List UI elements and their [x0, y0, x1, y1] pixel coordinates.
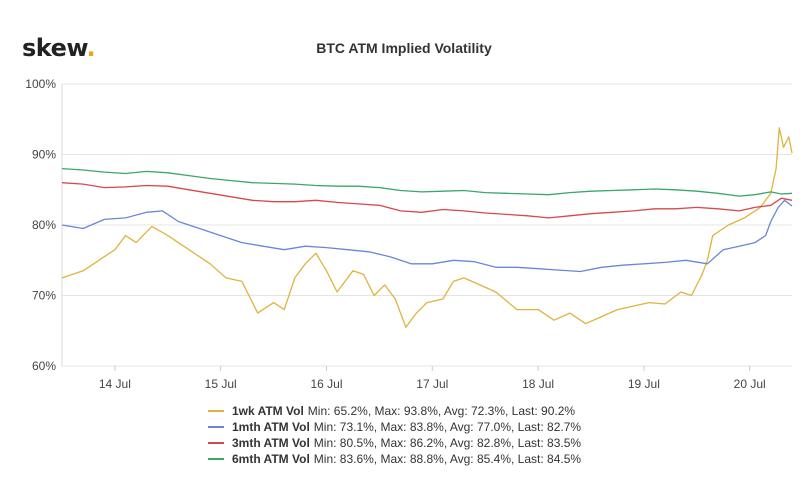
y-tick-label: 70% [32, 289, 56, 303]
skew-logo: skew. [22, 34, 96, 62]
grid [61, 83, 792, 367]
legend-series-name: 1mth ATM Vol [232, 420, 310, 434]
x-tick-label: 14 Jul [99, 377, 131, 391]
y-tick-label: 90% [32, 148, 56, 162]
x-tick-label: 18 Jul [522, 377, 554, 391]
legend-series-stats: Min: 73.1%, Max: 83.8%, Avg: 77.0%, Last… [313, 420, 582, 434]
x-tick-label: 19 Jul [628, 377, 660, 391]
series-line-4 [61, 167, 793, 197]
logo-dot: . [86, 34, 96, 62]
legend-swatch [208, 442, 224, 444]
y-tick-label: 100% [25, 77, 56, 91]
chart-title: BTC ATM Implied Volatility [316, 40, 492, 56]
legend-swatch [208, 426, 224, 428]
legend-item[interactable]: 3mth ATM Vol Min: 80.5%, Max: 86.2%, Avg:… [208, 435, 581, 451]
x-axis: 14 Jul 15 Jul 16 Jul 17 Jul 18 Jul 19 Jul 20 J… [99, 366, 766, 391]
series-line-1 [61, 127, 793, 328]
legend-series-stats: Min: 65.2%, Max: 93.8%, Avg: 72.3%, Last… [307, 404, 576, 418]
x-tick-label: 20 Jul [734, 377, 766, 391]
legend-swatch [208, 458, 224, 460]
legend-item[interactable]: 6mth ATM Vol Min: 83.6%, Max: 88.8%, Avg:… [208, 451, 581, 467]
logo-text: skew [22, 34, 87, 62]
y-tick-label: 60% [32, 359, 56, 373]
legend-series-name: 6mth ATM Vol [232, 452, 310, 466]
legend-series-name: 3mth ATM Vol [232, 436, 310, 450]
y-tick-label: 80% [32, 218, 56, 232]
legend-series-name: 1wk ATM Vol [232, 404, 304, 418]
x-tick-label: 15 Jul [205, 377, 237, 391]
series-line-3 [61, 182, 793, 219]
series-line-2 [61, 199, 793, 273]
legend-item[interactable]: 1wk ATM Vol Min: 65.2%, Max: 93.8%, Avg: … [208, 403, 581, 419]
legend-series-stats: Min: 83.6%, Max: 88.8%, Avg: 85.4%, Last… [313, 452, 582, 466]
x-tick-label: 16 Jul [310, 377, 342, 391]
legend-item[interactable]: 1mth ATM Vol Min: 73.1%, Max: 83.8%, Avg:… [208, 419, 581, 435]
legend-series-stats: Min: 80.5%, Max: 86.2%, Avg: 82.8%, Last… [313, 436, 582, 450]
legend: 1wk ATM Vol Min: 65.2%, Max: 93.8%, Avg: … [208, 403, 581, 467]
legend-swatch [208, 410, 224, 412]
series-lines [61, 127, 793, 328]
y-axis: 60% 70% 80% 90% 100% [25, 77, 56, 373]
x-tick-label: 17 Jul [416, 377, 448, 391]
